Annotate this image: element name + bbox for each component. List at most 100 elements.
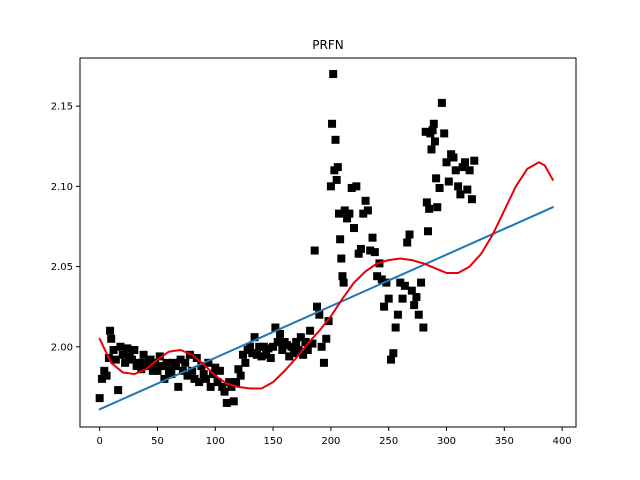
data-point — [266, 354, 275, 363]
data-point — [387, 355, 396, 364]
data-point — [287, 342, 296, 351]
data-point — [444, 177, 453, 186]
data-point — [410, 301, 419, 310]
data-point — [107, 334, 116, 343]
data-point — [440, 129, 449, 138]
data-point — [333, 163, 342, 172]
data-point — [442, 158, 451, 167]
data-point — [308, 339, 317, 348]
data-point — [324, 317, 333, 326]
data-point — [199, 370, 208, 379]
data-point — [391, 323, 400, 332]
data-point — [211, 363, 220, 372]
data-point — [389, 349, 398, 358]
data-point — [282, 341, 291, 350]
data-point — [181, 358, 190, 367]
data-point — [425, 204, 434, 213]
data-point — [363, 206, 372, 215]
data-point — [317, 342, 326, 351]
data-point — [432, 174, 441, 183]
data-point — [95, 394, 104, 403]
data-point — [326, 182, 335, 191]
x-tick-label: 350 — [495, 436, 514, 447]
data-point — [310, 246, 319, 255]
data-point — [264, 344, 273, 353]
data-point — [255, 342, 264, 351]
data-point — [414, 310, 423, 319]
data-point — [232, 378, 241, 387]
data-point — [306, 326, 315, 335]
data-point — [278, 345, 287, 354]
data-point — [329, 70, 338, 79]
data-point — [428, 126, 437, 135]
data-point — [118, 350, 127, 359]
data-point — [334, 209, 343, 218]
data-point — [222, 398, 231, 407]
data-point — [188, 366, 197, 375]
data-point — [269, 342, 278, 351]
data-point — [183, 371, 192, 380]
data-point — [405, 230, 414, 239]
data-point — [111, 355, 120, 364]
data-point — [100, 366, 109, 375]
data-point — [368, 233, 377, 242]
data-point — [429, 119, 438, 128]
data-point — [433, 203, 442, 212]
data-point — [451, 166, 460, 175]
data-point — [332, 175, 341, 184]
data-point — [347, 183, 356, 192]
data-point — [313, 302, 322, 311]
x-tick-label: 200 — [321, 436, 340, 447]
data-point — [158, 362, 167, 371]
data-point — [315, 310, 324, 319]
data-point — [296, 333, 305, 342]
data-point — [195, 378, 204, 387]
data-point — [422, 198, 431, 207]
data-point — [377, 275, 386, 284]
data-point — [412, 293, 421, 302]
x-tick-label: 100 — [206, 436, 225, 447]
y-tick-label: 2.15 — [51, 102, 73, 113]
data-point — [419, 323, 428, 332]
data-point — [130, 345, 139, 354]
x-tick-label: 300 — [437, 436, 456, 447]
data-point — [146, 355, 155, 364]
data-point — [167, 370, 176, 379]
data-point — [257, 352, 266, 361]
data-point — [153, 366, 162, 375]
data-point — [461, 158, 470, 167]
plot-area — [79, 57, 577, 428]
data-point — [245, 342, 254, 351]
data-point — [370, 248, 379, 257]
data-point — [259, 342, 268, 351]
data-point — [421, 127, 430, 136]
data-point — [338, 272, 347, 281]
data-point — [109, 345, 118, 354]
data-point — [234, 365, 243, 374]
data-point — [206, 382, 215, 391]
data-point — [202, 374, 211, 383]
y-tick-label: 2.00 — [51, 342, 73, 353]
data-point — [289, 349, 298, 358]
y-tick-label: 2.10 — [51, 182, 73, 193]
data-point — [171, 362, 180, 371]
data-point — [239, 350, 248, 359]
linear-fit-line — [98, 206, 554, 411]
data-point — [340, 206, 349, 215]
data-point — [97, 374, 106, 383]
data-point — [271, 323, 280, 332]
data-point — [407, 286, 416, 295]
data-point — [345, 209, 354, 218]
data-point — [337, 254, 346, 263]
data-point — [236, 371, 245, 380]
data-point — [121, 358, 130, 367]
data-point — [250, 333, 259, 342]
data-point — [241, 358, 250, 367]
data-point — [350, 224, 359, 233]
data-point — [319, 358, 328, 367]
x-tick-label: 0 — [96, 436, 102, 447]
data-point — [456, 190, 465, 199]
data-point — [114, 386, 123, 395]
data-point — [331, 135, 340, 144]
